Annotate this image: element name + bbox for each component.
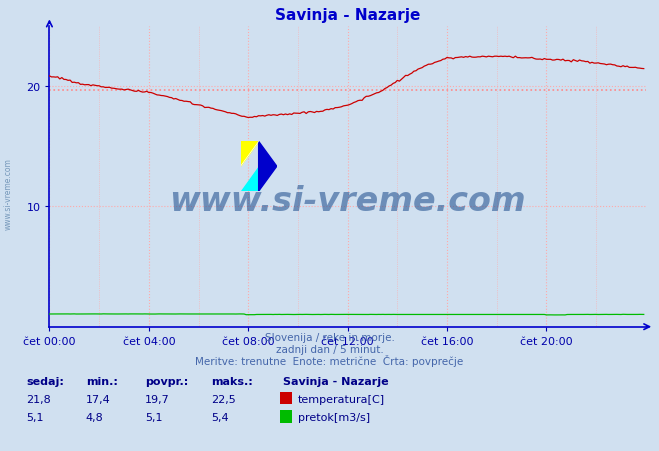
Text: 5,1: 5,1 (26, 412, 44, 422)
Text: pretok[m3/s]: pretok[m3/s] (298, 412, 370, 422)
Text: www.si-vreme.com: www.si-vreme.com (4, 158, 13, 230)
Text: min.:: min.: (86, 376, 117, 386)
Title: Savinja - Nazarje: Savinja - Nazarje (275, 8, 420, 23)
Polygon shape (241, 167, 258, 192)
Text: 5,4: 5,4 (211, 412, 229, 422)
Text: temperatura[C]: temperatura[C] (298, 394, 385, 404)
Text: povpr.:: povpr.: (145, 376, 188, 386)
Polygon shape (258, 142, 277, 192)
Text: Savinja - Nazarje: Savinja - Nazarje (283, 376, 389, 386)
Text: www.si-vreme.com: www.si-vreme.com (169, 184, 526, 217)
Text: zadnji dan / 5 minut.: zadnji dan / 5 minut. (275, 345, 384, 354)
Text: 4,8: 4,8 (86, 412, 103, 422)
Text: 5,1: 5,1 (145, 412, 163, 422)
Text: Slovenija / reke in morje.: Slovenija / reke in morje. (264, 332, 395, 342)
Text: maks.:: maks.: (211, 376, 252, 386)
Text: 19,7: 19,7 (145, 394, 170, 404)
Text: sedaj:: sedaj: (26, 376, 64, 386)
Text: 17,4: 17,4 (86, 394, 111, 404)
Text: 21,8: 21,8 (26, 394, 51, 404)
Text: Meritve: trenutne  Enote: metrične  Črta: povprečje: Meritve: trenutne Enote: metrične Črta: … (195, 354, 464, 366)
Polygon shape (241, 142, 258, 167)
Text: 22,5: 22,5 (211, 394, 236, 404)
